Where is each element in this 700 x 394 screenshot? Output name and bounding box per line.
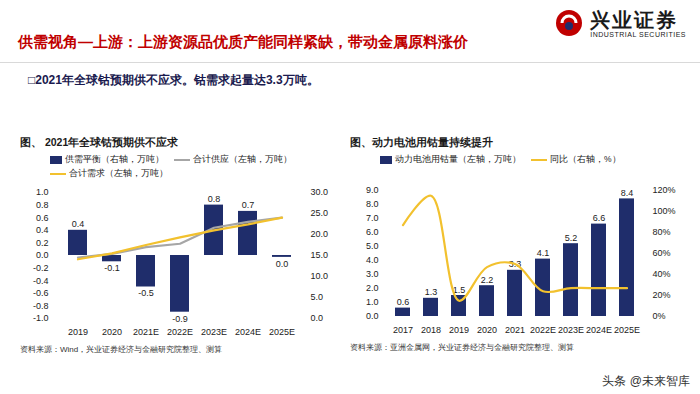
html-text:兴业证券: 兴业证券 [590,8,679,31]
svg-text:2025E: 2025E [269,327,295,337]
html-text:动力电池用钴量（左轴，万吨）: 动力电池用钴量（左轴，万吨） [395,154,521,164]
svg-text:2018: 2018 [421,325,441,335]
svg-text:8.4: 8.4 [621,188,634,198]
svg-text:0.6: 0.6 [36,213,49,223]
svg-text:2.0: 2.0 [366,283,379,293]
svg-text:8.0: 8.0 [366,199,379,209]
svg-text:100%: 100% [653,206,676,216]
svg-text:0.7: 0.7 [242,200,255,210]
svg-text:2019: 2019 [449,325,469,335]
svg-text:1.5: 1.5 [453,285,466,295]
svg-text:0.0: 0.0 [311,313,324,323]
svg-text:0.4: 0.4 [72,219,85,229]
svg-text:2021: 2021 [505,325,525,335]
svg-text:80%: 80% [653,227,671,237]
svg-text:2022E: 2022E [530,325,556,335]
svg-text:0.0: 0.0 [366,311,379,321]
svg-text:9.0: 9.0 [366,185,379,195]
svg-text:6.0: 6.0 [366,227,379,237]
svg-text:0.0: 0.0 [36,250,49,260]
svg-text:-0.8: -0.8 [33,301,49,311]
svg-text:20%: 20% [653,290,671,300]
svg-text:-0.5: -0.5 [138,288,154,298]
html-text:同比（右轴，%）: 同比（右轴，%） [550,154,621,164]
html-text:□2021年全球钴预期供不应求。钴需求起量达3.3万吨。: □2021年全球钴预期供不应求。钴需求起量达3.3万吨。 [28,73,319,87]
svg-text:1.0: 1.0 [36,187,49,197]
svg-text:-0.9: -0.9 [172,314,188,324]
svg-text:2.2: 2.2 [481,275,494,285]
svg-text:15.0: 15.0 [311,250,329,260]
svg-text:2021E: 2021E [133,327,159,337]
svg-text:120%: 120% [653,185,676,195]
html-text:资料来源：Wind，兴业证券经济与金融研究院整理、测算: 资料来源：Wind，兴业证券经济与金融研究院整理、测算 [20,345,223,354]
svg-text:0.8: 0.8 [36,200,49,210]
html-text:供需平衡（右轴，万吨）: 供需平衡（右轴，万吨） [65,154,164,164]
svg-text:4.1: 4.1 [537,248,550,258]
svg-text:2020: 2020 [477,325,497,335]
svg-text:3.3: 3.3 [509,259,522,269]
svg-text:1.3: 1.3 [425,287,438,297]
svg-text:0.8: 0.8 [208,194,221,204]
html-text:图、 2021年全球钴预期供不应求: 图、 2021年全球钴预期供不应求 [20,136,179,148]
svg-text:3.0: 3.0 [366,269,379,279]
svg-text:2024E: 2024E [235,327,261,337]
svg-text:5.2: 5.2 [565,233,578,243]
html-text:供需视角—上游：上游资源品优质产能同样紧缺，带动金属原料涨价: 供需视角—上游：上游资源品优质产能同样紧缺，带动金属原料涨价 [18,33,468,50]
svg-text:4.0: 4.0 [366,255,379,265]
svg-text:2024E: 2024E [586,325,612,335]
svg-text:30.0: 30.0 [311,187,329,197]
svg-text:2019: 2019 [68,327,88,337]
svg-text:2017: 2017 [393,325,413,335]
svg-text:2023E: 2023E [201,327,227,337]
svg-text:2023E: 2023E [558,325,584,335]
svg-text:0.6: 0.6 [397,297,410,307]
svg-text:0.2: 0.2 [36,238,49,248]
svg-text:40%: 40% [653,269,671,279]
html-text:合计供应（左轴，万吨）: 合计供应（左轴，万吨） [193,154,292,164]
svg-text:5.0: 5.0 [311,292,324,302]
html-text:图、动力电池用钴量持续提升: 图、动力电池用钴量持续提升 [350,136,493,148]
svg-text:10.0: 10.0 [311,271,329,281]
svg-text:2022E: 2022E [167,327,193,337]
html-text:合计需求（左轴，万吨）: 合计需求（左轴，万吨） [69,168,168,178]
svg-text:0.4: 0.4 [36,225,49,235]
svg-text:0%: 0% [653,311,666,321]
html-text:INDUSTRIAL SECURITIES: INDUSTRIAL SECURITIES [590,30,686,38]
svg-text:6.6: 6.6 [593,213,606,223]
svg-text:0.0: 0.0 [276,259,289,269]
svg-text:1.0: 1.0 [366,297,379,307]
svg-text:20.0: 20.0 [311,229,329,239]
html-text:资料来源：亚洲金属网，兴业证券经济与金融研究院整理、测算: 资料来源：亚洲金属网，兴业证券经济与金融研究院整理、测算 [350,343,574,352]
svg-text:2020: 2020 [102,327,122,337]
svg-text:-0.6: -0.6 [33,288,49,298]
html-text:头条 @未来智库: 头条 @未来智库 [602,374,690,388]
svg-text:-0.4: -0.4 [33,276,49,286]
svg-text:5.0: 5.0 [366,241,379,251]
svg-text:-0.1: -0.1 [104,263,120,273]
svg-text:25.0: 25.0 [311,208,329,218]
svg-text:60%: 60% [653,248,671,258]
svg-text:7.0: 7.0 [366,213,379,223]
svg-text:-0.2: -0.2 [33,263,49,273]
svg-text:2025E: 2025E [614,325,640,335]
svg-text:-1.0: -1.0 [33,313,49,323]
